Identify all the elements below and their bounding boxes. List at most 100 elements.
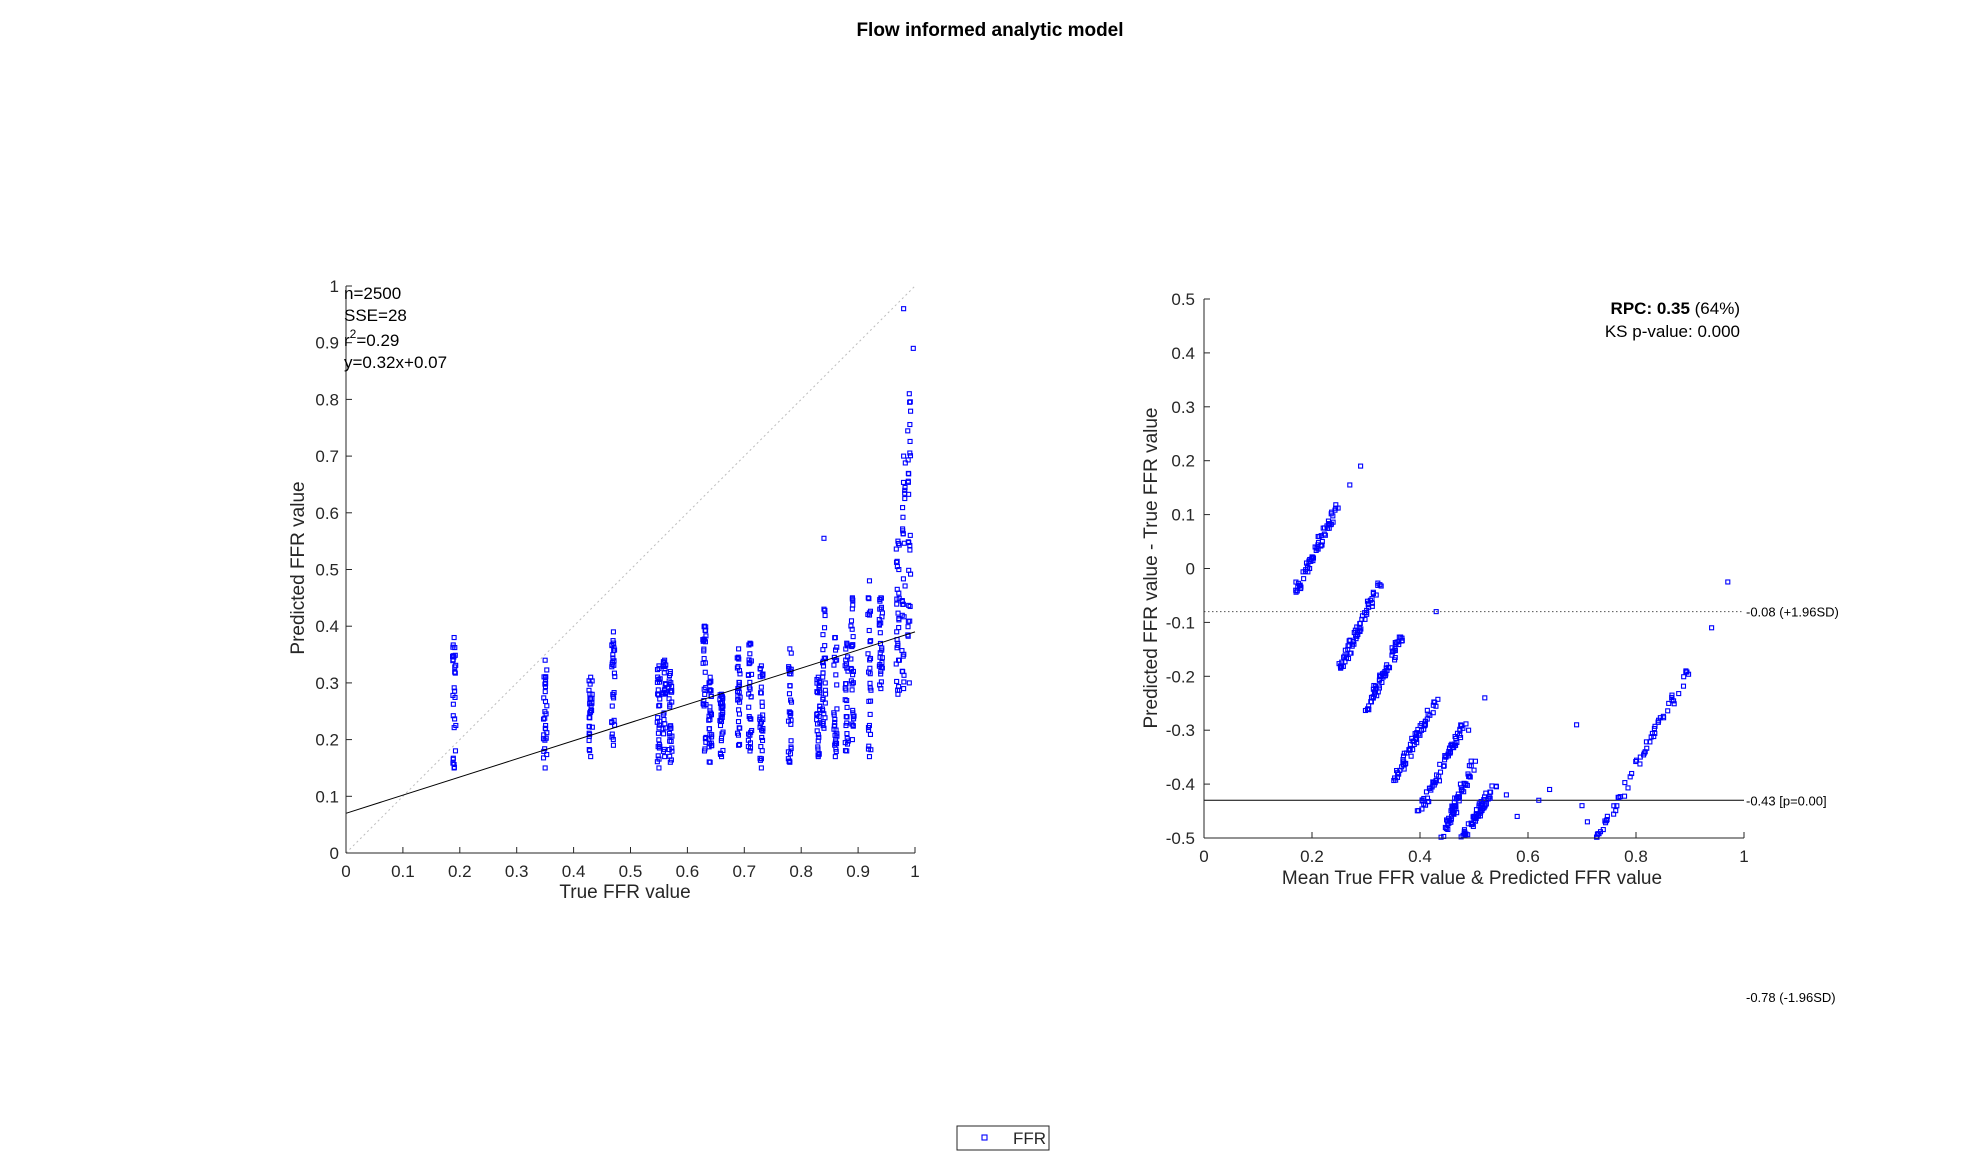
data-point — [1641, 752, 1647, 758]
data-point — [709, 734, 715, 740]
data-point — [1665, 708, 1671, 714]
data-point — [786, 665, 792, 671]
data-point — [609, 719, 615, 725]
data-point — [1392, 646, 1398, 652]
data-point — [706, 688, 712, 694]
data-point — [879, 610, 885, 616]
data-point — [894, 558, 900, 564]
data-point — [1391, 777, 1397, 784]
y-tick-label: 0.1 — [315, 787, 339, 806]
data-point — [702, 691, 708, 697]
data-point — [1434, 772, 1440, 778]
data-point — [1686, 671, 1692, 677]
reference-line-label: -0.78 (-1.96SD) — [1746, 990, 1836, 1005]
data-point — [849, 687, 855, 693]
data-point — [902, 495, 908, 502]
data-point — [1410, 747, 1416, 753]
x-tick-label: 0.7 — [732, 862, 756, 881]
data-point — [1622, 780, 1628, 786]
y-tick-label: 0.5 — [315, 561, 339, 580]
data-point — [832, 754, 838, 760]
data-point — [1627, 774, 1633, 780]
data-point — [848, 623, 854, 629]
data-point — [908, 571, 914, 577]
data-point — [820, 721, 826, 727]
data-point — [894, 678, 900, 685]
data-point — [544, 730, 550, 736]
data-point — [1366, 707, 1372, 713]
data-point — [662, 657, 668, 663]
data-point — [834, 733, 840, 739]
data-point — [736, 707, 742, 713]
data-point — [894, 629, 900, 635]
data-point — [867, 711, 873, 717]
data-point — [907, 532, 913, 538]
data-point — [878, 679, 884, 685]
data-point — [907, 421, 913, 428]
data-point — [747, 651, 753, 657]
data-point — [706, 726, 713, 732]
data-point — [893, 546, 899, 552]
data-point — [1407, 746, 1413, 752]
data-point — [844, 704, 850, 710]
data-point — [736, 646, 742, 652]
data-point — [899, 612, 905, 618]
data-point — [821, 711, 827, 717]
data-point — [451, 761, 457, 768]
data-point — [842, 685, 848, 691]
y-tick-label: -0.1 — [1166, 613, 1195, 632]
data-point — [900, 576, 906, 582]
data-point — [820, 663, 827, 669]
data-point — [612, 674, 618, 680]
data-point — [876, 621, 882, 627]
data-point — [1462, 829, 1468, 835]
data-point — [906, 491, 912, 497]
data-point — [1676, 691, 1682, 697]
data-point — [758, 684, 764, 690]
data-point — [736, 725, 742, 731]
data-point — [1396, 771, 1402, 777]
data-point — [1671, 698, 1677, 704]
x-tick-label: 0.4 — [1408, 847, 1432, 866]
data-point — [1328, 511, 1334, 517]
data-point — [747, 640, 753, 646]
data-point — [703, 624, 709, 630]
data-point — [902, 484, 908, 491]
data-point — [1464, 782, 1470, 788]
x-tick-label: 0.1 — [391, 862, 415, 881]
data-point — [844, 748, 850, 754]
data-point — [878, 604, 885, 610]
data-point — [879, 660, 885, 666]
data-point — [833, 748, 839, 755]
data-point — [896, 657, 902, 663]
data-point — [735, 663, 741, 670]
data-point — [657, 696, 663, 702]
data-point — [758, 719, 765, 725]
data-point — [542, 737, 548, 743]
data-point — [878, 664, 884, 670]
annotation-fit-equation: y=0.32x+0.07 — [344, 353, 447, 372]
data-point — [453, 662, 459, 668]
y-tick-label: -0.3 — [1166, 721, 1195, 740]
data-point — [1338, 665, 1344, 671]
data-point — [1446, 815, 1452, 821]
data-point — [899, 598, 905, 604]
data-point — [844, 741, 851, 747]
data-point — [1457, 727, 1463, 733]
data-point — [661, 716, 667, 723]
data-point — [663, 681, 669, 687]
data-point — [1326, 521, 1332, 527]
data-point — [905, 478, 911, 484]
data-point — [1604, 813, 1610, 819]
y-tick-label: 0.8 — [315, 390, 339, 409]
data-point — [1294, 588, 1300, 594]
x-tick-label: 0.2 — [448, 862, 472, 881]
data-point — [1379, 679, 1385, 686]
data-point — [868, 747, 874, 753]
data-point — [905, 624, 911, 630]
data-point — [866, 754, 873, 760]
data-point — [851, 713, 857, 719]
data-point — [707, 687, 713, 693]
data-point — [1307, 565, 1313, 572]
correlation-y-label: Predicted FFR value — [288, 481, 309, 654]
